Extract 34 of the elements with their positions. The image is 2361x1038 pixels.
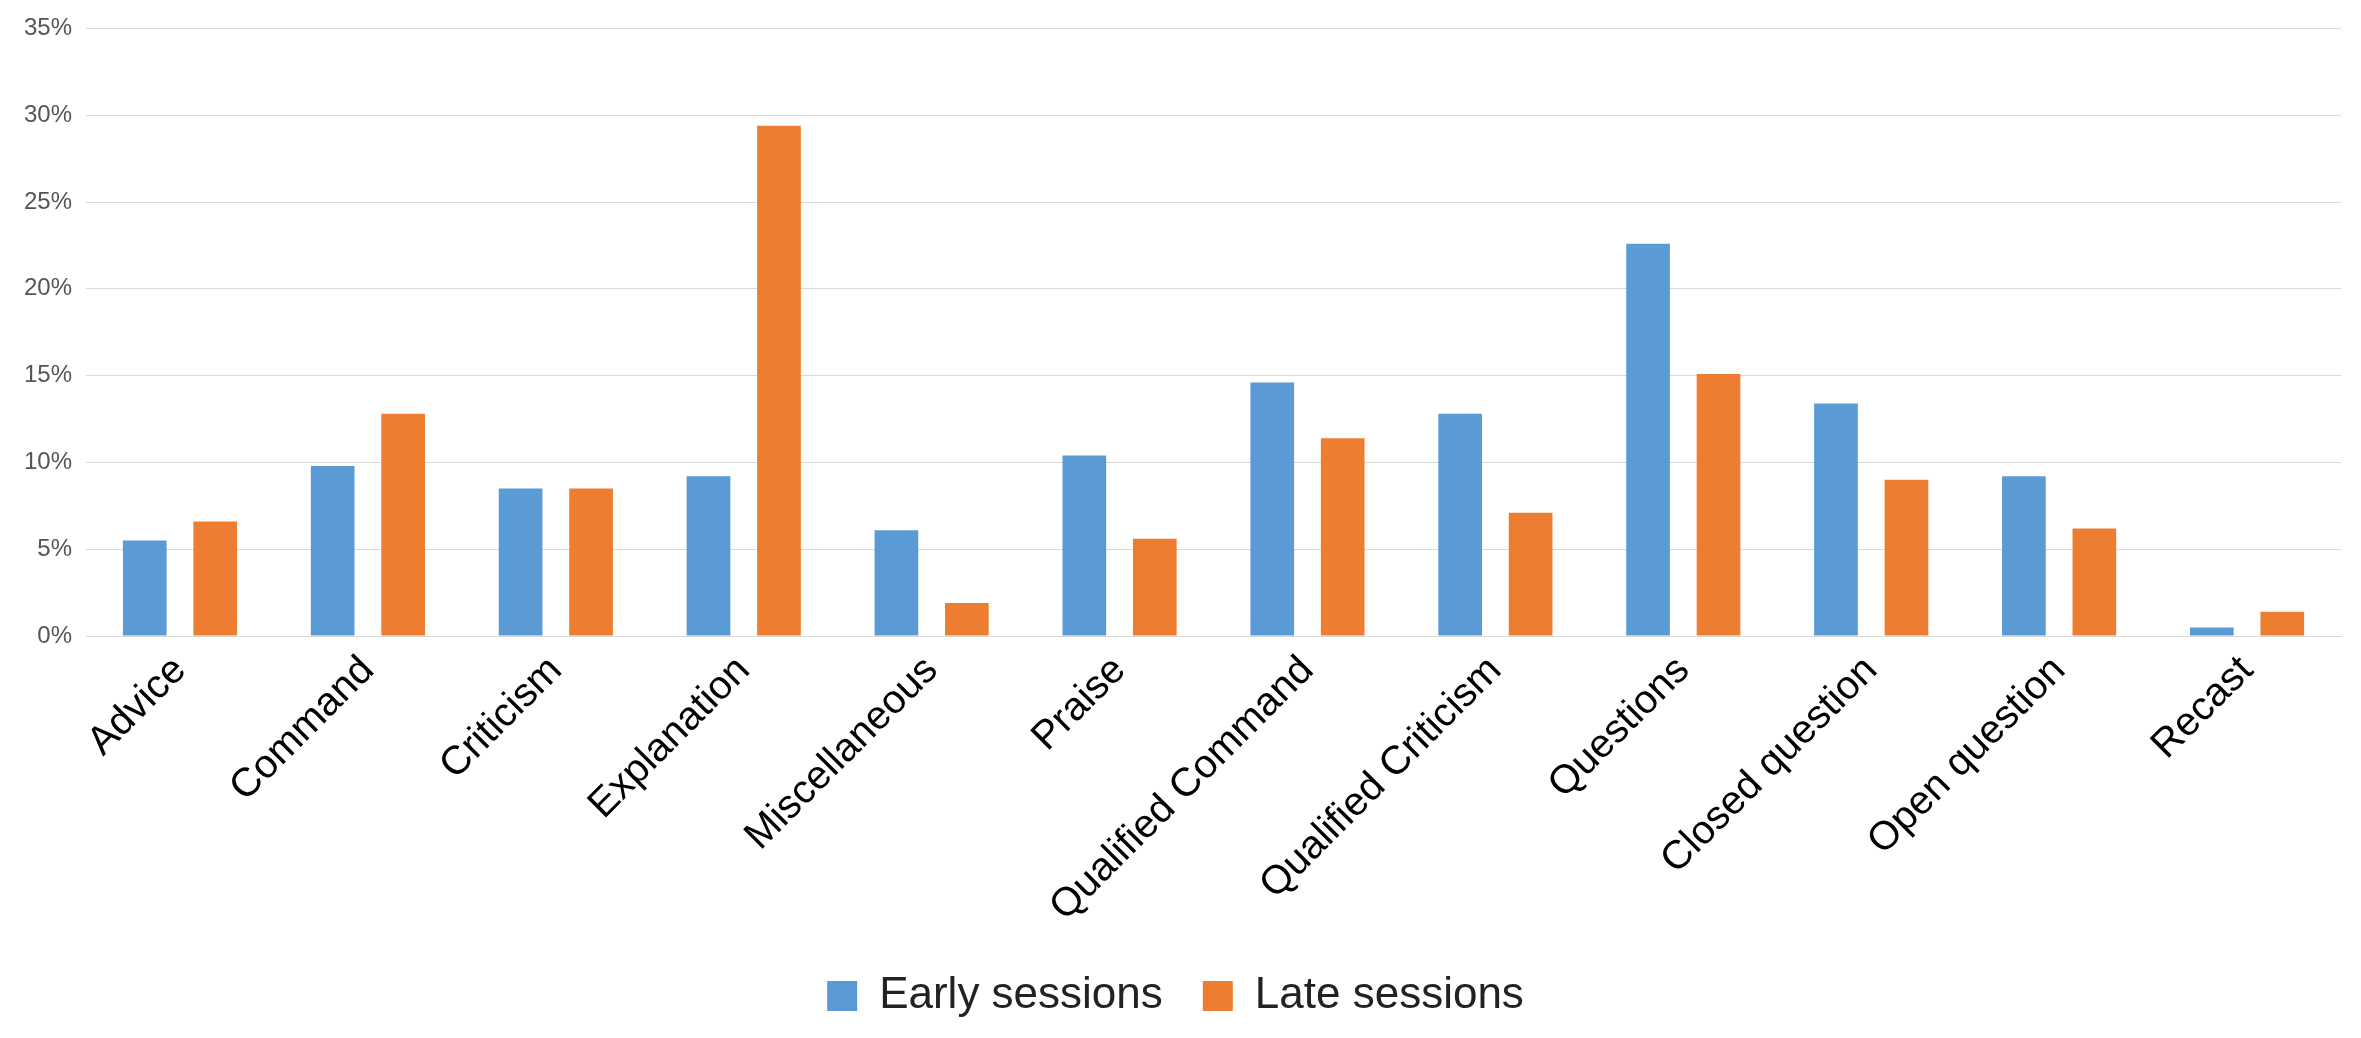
bar	[1626, 243, 1670, 636]
bar	[122, 540, 167, 636]
bar	[2002, 476, 2046, 636]
bar	[945, 603, 989, 636]
y-tick-label: 10%	[23, 447, 73, 475]
bar	[1132, 538, 1177, 636]
y-tick-label: 30%	[23, 99, 73, 127]
legend-label: Early sessions	[879, 968, 1163, 1018]
bar	[686, 476, 731, 636]
bar	[498, 488, 543, 636]
bar	[310, 465, 355, 636]
y-tick-label: 5%	[37, 533, 73, 561]
bar	[1814, 403, 1858, 636]
y-tick-label: 25%	[23, 186, 73, 214]
bar	[2260, 611, 2305, 636]
y-tick-label: 0%	[37, 620, 73, 648]
bar	[874, 530, 919, 636]
bar	[1438, 413, 1482, 636]
bar	[2072, 528, 2117, 636]
y-tick-label: 35%	[23, 13, 73, 41]
bar	[1062, 455, 1107, 636]
bar	[1320, 438, 1365, 636]
bar	[569, 488, 613, 636]
bar	[381, 413, 425, 636]
bar	[1884, 479, 1929, 636]
y-tick-label: 15%	[23, 360, 73, 388]
bar	[1508, 512, 1553, 636]
bar	[757, 125, 801, 636]
bar	[1250, 382, 1295, 636]
bar	[1696, 373, 1741, 636]
bar	[193, 521, 238, 636]
y-tick-label: 20%	[23, 273, 73, 301]
legend-label: Late sessions	[1254, 968, 1524, 1018]
bar	[2189, 627, 2234, 636]
